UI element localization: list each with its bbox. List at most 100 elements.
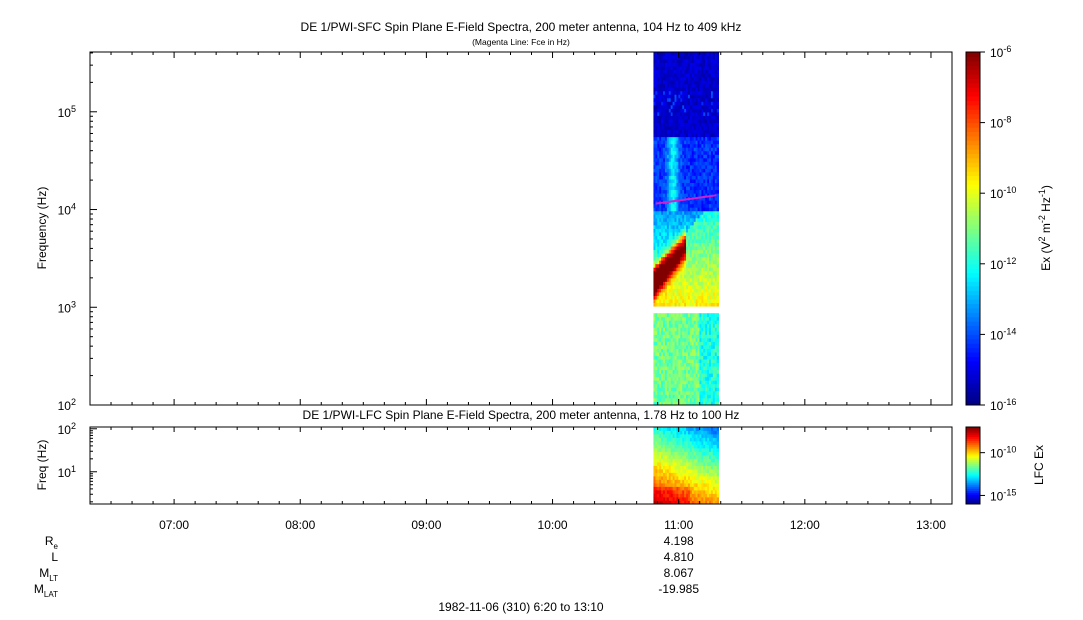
- time-tick-label: 09:00: [411, 518, 441, 532]
- sfc-spectrogram-cell: [684, 246, 687, 251]
- sfc-spectrogram-cell: [661, 355, 664, 360]
- sfc-spectrogram-cell: [705, 288, 708, 293]
- sfc-spectrogram-cell: [657, 143, 660, 148]
- sfc-spectrogram-cell: [716, 380, 720, 385]
- sfc-spectrogram-cell: [712, 242, 716, 247]
- sfc-spectrogram-cell: [687, 401, 691, 406]
- sfc-spectrogram-cell: [697, 129, 700, 134]
- sfc-spectrogram-cell: [682, 235, 685, 240]
- sfc-spectrogram-cell: [687, 186, 691, 191]
- sfc-spectrogram-cell: [684, 59, 687, 63]
- sfc-spectrogram-cell: [712, 316, 716, 321]
- lfc-spectrogram-cell: [664, 455, 668, 459]
- sfc-spectrogram-cell: [655, 161, 658, 166]
- sfc-spectrogram-cell: [684, 256, 687, 261]
- sfc-spectrogram-cell: [695, 101, 698, 106]
- sfc-spectrogram-cell: [703, 394, 706, 399]
- sfc-spectrogram-cell: [709, 256, 712, 261]
- sfc-spectrogram-cell: [661, 284, 664, 289]
- sfc-spectrogram-cell: [682, 397, 685, 402]
- sfc-spectrogram-cell: [712, 182, 716, 187]
- lfc-spectrogram-cell: [709, 479, 712, 484]
- lfc-spectrogram-cell: [676, 458, 679, 463]
- sfc-spectrogram-cell: [705, 193, 708, 198]
- lfc-spectrogram-cell: [699, 430, 702, 435]
- sfc-spectrogram-cell: [686, 316, 689, 321]
- sfc-spectrogram-cell: [705, 97, 708, 102]
- lfc-y-tick-label: 101: [58, 464, 76, 480]
- sfc-spectrogram-cell: [666, 115, 670, 120]
- sfc-spectrogram-cell: [674, 203, 677, 208]
- sfc-spectrogram-cell: [710, 295, 714, 300]
- sfc-spectrogram-cell: [699, 172, 702, 176]
- sfc-spectrogram-cell: [663, 101, 666, 106]
- sfc-spectrogram-cell: [663, 189, 666, 194]
- sfc-spectrogram-cell: [659, 366, 662, 371]
- lfc-spectrogram-cell: [699, 451, 702, 456]
- sfc-spectrogram-cell: [709, 235, 712, 240]
- sfc-spectrogram-cell: [653, 186, 656, 191]
- lfc-spectrogram-cell: [661, 462, 664, 466]
- sfc-spectrogram-cell: [659, 348, 662, 353]
- sfc-spectrogram-cell: [695, 203, 698, 208]
- sfc-spectrogram-cell: [666, 352, 670, 356]
- sfc-spectrogram-cell: [695, 157, 698, 162]
- sfc-spectrogram-cell: [689, 355, 693, 360]
- sfc-spectrogram-cell: [684, 210, 687, 215]
- sfc-spectrogram-cell: [682, 352, 685, 356]
- lfc-spectrogram-cell: [680, 455, 683, 459]
- sfc-spectrogram-cell: [695, 359, 698, 364]
- sfc-spectrogram-cell: [664, 387, 668, 392]
- lfc-spectrogram-cell: [693, 458, 697, 463]
- sfc-spectrogram-cell: [684, 87, 687, 92]
- sfc-spectrogram-cell: [710, 115, 714, 120]
- sfc-spectrogram-cell: [716, 76, 720, 81]
- sfc-spectrogram-cell: [697, 126, 700, 131]
- lfc-spectrogram-cell: [682, 465, 685, 470]
- sfc-spectrogram-cell: [693, 242, 697, 247]
- sfc-spectrogram-cell: [659, 246, 662, 251]
- sfc-spectrogram-cell: [689, 52, 693, 56]
- lfc-spectrogram-cell: [672, 476, 675, 480]
- sfc-spectrogram-cell: [680, 281, 683, 286]
- sfc-spectrogram-cell: [678, 87, 681, 92]
- lfc-spectrogram-cell: [672, 434, 675, 438]
- sfc-spectrogram-cell: [707, 320, 710, 325]
- sfc-colorbar-band: [966, 290, 980, 296]
- sfc-spectrogram-cell: [701, 133, 704, 138]
- sfc-spectrogram-cell: [668, 277, 672, 282]
- lfc-spectrogram-cell: [657, 465, 660, 470]
- sfc-spectrogram-cell: [670, 122, 674, 127]
- sfc-spectrogram-cell: [653, 224, 656, 229]
- sfc-spectrogram-cell: [668, 186, 672, 191]
- sfc-spectrogram-cell: [659, 122, 662, 127]
- sfc-spectrogram-cell: [663, 242, 666, 247]
- sfc-spectrogram-cell: [670, 129, 674, 134]
- sfc-spectrogram-cell: [703, 210, 706, 215]
- sfc-spectrogram-cell: [691, 281, 695, 286]
- sfc-spectrogram-cell: [672, 80, 675, 85]
- sfc-spectrogram-cell: [691, 235, 695, 240]
- sfc-spectrogram-cell: [701, 270, 704, 275]
- sfc-spectrogram-cell: [710, 189, 714, 194]
- lfc-spectrogram-cell: [703, 462, 706, 466]
- sfc-spectrogram-cell: [684, 157, 687, 162]
- sfc-spectrogram-cell: [712, 320, 716, 325]
- lfc-spectrogram-cell: [682, 462, 685, 466]
- sfc-spectrogram-cell: [703, 270, 706, 275]
- sfc-spectrogram-cell: [684, 119, 687, 123]
- lfc-spectrogram-cell: [705, 427, 708, 431]
- sfc-spectrogram-cell: [686, 292, 689, 296]
- sfc-spectrogram-cell: [712, 394, 716, 399]
- sfc-spectrogram-cell: [682, 119, 685, 123]
- sfc-spectrogram-cell: [697, 362, 700, 367]
- lfc-colorbar-band: [966, 461, 980, 465]
- sfc-spectrogram-cell: [672, 172, 675, 176]
- sfc-spectrogram-cell: [687, 172, 691, 176]
- sfc-spectrogram-cell: [657, 87, 660, 92]
- sfc-spectrogram-cell: [666, 129, 670, 134]
- sfc-spectrogram-cell: [707, 66, 710, 71]
- sfc-spectrogram-cell: [716, 376, 720, 381]
- sfc-spectrogram-cell: [657, 260, 660, 265]
